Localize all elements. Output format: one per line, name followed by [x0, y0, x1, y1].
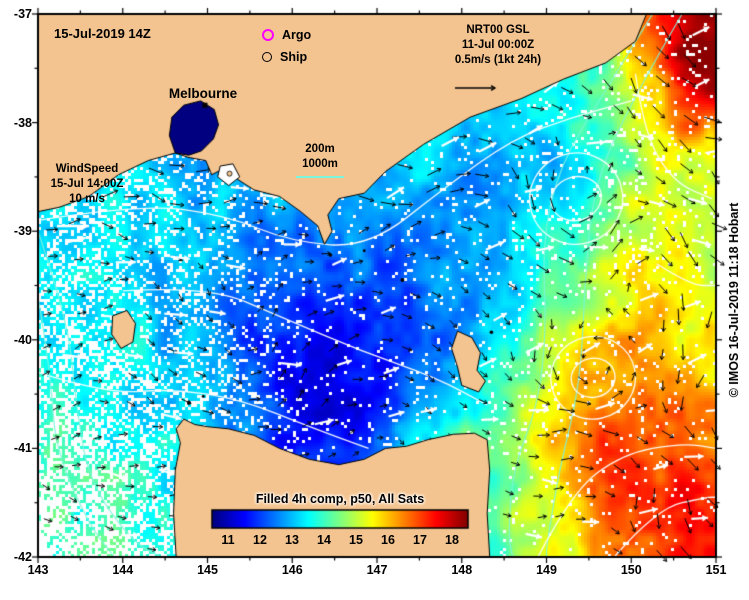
y-tick-label: -38 — [13, 115, 32, 130]
colorbar-tick-label: 17 — [413, 533, 427, 547]
colorbar-tick-label: 13 — [285, 533, 299, 547]
x-tick-label: 145 — [197, 563, 218, 577]
gsl-datetime: 11-Jul 00:00Z — [461, 38, 535, 51]
wind-scale-label: 10 m/s — [69, 192, 105, 205]
colorbar-caption: Filled 4h comp, p50, All Sats — [255, 492, 425, 506]
gsl-title: NRT00 GSL — [466, 24, 530, 36]
y-tick-label: -39 — [13, 224, 32, 239]
x-tick-label: 147 — [366, 563, 388, 577]
x-tick-label: 144 — [112, 563, 134, 577]
copyright-vertical-label: © IMOS 16-Jul-2019 11:18 Hobart — [727, 202, 741, 398]
x-tick-label: 150 — [620, 563, 642, 577]
isobath-1000m-label: 1000m — [302, 157, 338, 170]
city-label: Melbourne — [168, 86, 238, 101]
gsl-scale-label: 0.5m/s (1kt 24h) — [454, 53, 542, 66]
observation-legend: Argo Ship — [262, 24, 311, 68]
wind-title: WindSpeed — [55, 163, 119, 175]
map-datetime-label: 15-Jul-2019 14Z — [54, 26, 151, 41]
ship-marker-icon — [262, 52, 272, 62]
isobath-legend-line — [296, 175, 344, 178]
x-tick-label: 151 — [705, 563, 727, 577]
argo-marker-icon — [262, 29, 274, 41]
argo-legend-label: Argo — [282, 27, 312, 42]
isobath-200m-label: 200m — [305, 143, 335, 155]
x-tick-label: 143 — [27, 563, 49, 577]
argo-legend-row: Argo — [262, 24, 311, 46]
y-tick-label: -37 — [13, 7, 32, 21]
colorbar-tick-label: 16 — [381, 533, 395, 547]
colorbar-tick-label: 11 — [221, 533, 235, 547]
x-tick-label: 149 — [536, 563, 557, 577]
y-tick-label: -40 — [13, 332, 32, 347]
isobath-legend: 200m 1000m — [288, 142, 352, 178]
colorbar-tick-label: 18 — [445, 533, 459, 547]
wind-info-block: WindSpeed 15-Jul 14:00Z 10 m/s — [44, 162, 130, 207]
colorbar-tick-label: 14 — [317, 533, 331, 547]
y-tick-label: -42 — [13, 550, 32, 564]
ship-legend-label: Ship — [280, 49, 308, 64]
ship-legend-row: Ship — [262, 46, 311, 68]
wind-datetime: 15-Jul 14:00Z — [50, 177, 124, 190]
gsl-info-block: NRT00 GSL 11-Jul 00:00Z 0.5m/s (1kt 24h) — [438, 23, 558, 68]
colorbar-tick-label: 12 — [253, 533, 267, 547]
x-tick-label: 146 — [281, 563, 303, 577]
y-tick-label: -41 — [13, 441, 32, 456]
x-tick-label: 148 — [451, 563, 473, 577]
colorbar-tick-label: 15 — [349, 533, 363, 547]
